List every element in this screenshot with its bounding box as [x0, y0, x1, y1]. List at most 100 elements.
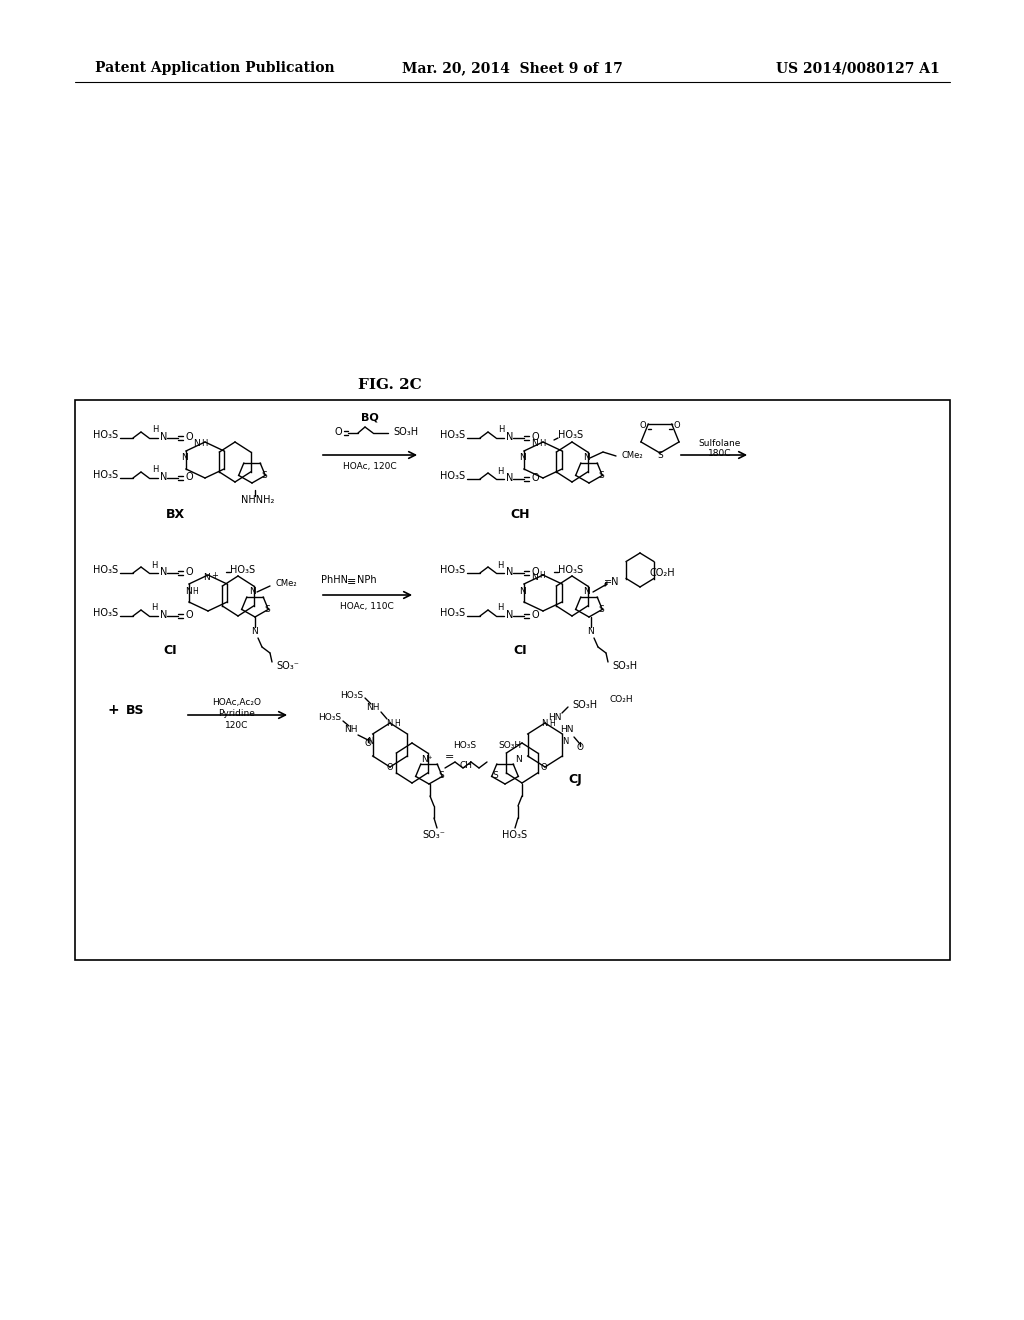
Text: H: H [498, 425, 504, 434]
Text: N: N [160, 473, 167, 482]
Text: N: N [584, 454, 591, 462]
Text: HOAc,Ac₂O: HOAc,Ac₂O [213, 698, 261, 708]
Text: HO₃S: HO₃S [440, 565, 465, 576]
Text: HO₃S: HO₃S [558, 430, 583, 440]
Text: S: S [657, 450, 663, 459]
Text: NHNH₂: NHNH₂ [242, 495, 274, 506]
Text: N: N [367, 738, 373, 747]
Text: O: O [532, 610, 540, 620]
Text: CMe₂: CMe₂ [276, 578, 298, 587]
Text: N: N [181, 454, 188, 462]
Text: O: O [186, 473, 194, 482]
Text: O: O [334, 426, 342, 437]
Text: HO₃S: HO₃S [93, 470, 118, 480]
Text: HO₃S: HO₃S [440, 471, 465, 480]
Text: S: S [438, 771, 443, 780]
Text: NH: NH [344, 725, 357, 734]
Text: O: O [674, 421, 680, 430]
Text: SO₃⁻: SO₃⁻ [276, 661, 299, 671]
Text: O: O [365, 739, 372, 748]
Text: N: N [193, 440, 200, 449]
Text: H: H [394, 718, 400, 727]
Text: HO₃S: HO₃S [340, 690, 364, 700]
Text: SO₃⁻: SO₃⁻ [423, 830, 445, 840]
Text: H: H [549, 718, 555, 727]
Text: HO₃S: HO₃S [93, 609, 118, 618]
Text: H: H [193, 586, 198, 595]
Text: O: O [186, 432, 194, 442]
Text: O: O [532, 568, 540, 577]
Text: N: N [204, 573, 210, 582]
Text: HO₃S: HO₃S [93, 565, 118, 576]
Text: PhHN: PhHN [321, 576, 348, 585]
Text: SO₃H: SO₃H [499, 741, 521, 750]
Text: H: H [539, 440, 545, 449]
Text: HO₃S: HO₃S [503, 830, 527, 840]
Text: S: S [264, 605, 270, 614]
Text: N: N [530, 573, 538, 582]
Text: 120C: 120C [225, 721, 249, 730]
Text: N: N [184, 586, 191, 595]
Text: =: = [445, 752, 455, 762]
Text: HO₃S: HO₃S [440, 430, 465, 440]
Text: O: O [532, 473, 540, 483]
Text: CJ: CJ [568, 774, 582, 787]
Text: N: N [530, 440, 538, 449]
Text: =N: =N [604, 577, 620, 587]
Text: N: N [506, 432, 513, 442]
Text: HO₃S: HO₃S [440, 609, 465, 618]
Text: H: H [152, 466, 158, 474]
Text: N: N [506, 473, 513, 483]
Text: N: N [519, 586, 526, 595]
Text: CMe₂: CMe₂ [622, 450, 644, 459]
Text: N: N [541, 719, 547, 729]
Text: H: H [152, 425, 158, 434]
Text: O: O [186, 610, 194, 620]
Text: CH: CH [510, 508, 529, 521]
Text: SO₃H: SO₃H [572, 700, 597, 710]
Text: H: H [151, 561, 158, 569]
Text: CI: CI [163, 644, 177, 656]
Text: HO₃S: HO₃S [93, 430, 118, 440]
Text: O: O [640, 421, 646, 430]
Text: CO₂H: CO₂H [650, 568, 676, 578]
Text: S: S [598, 605, 604, 614]
Text: O: O [577, 743, 584, 752]
Bar [75, 400, 950, 960]
Text: N: N [588, 627, 594, 636]
Text: Mar. 20, 2014  Sheet 9 of 17: Mar. 20, 2014 Sheet 9 of 17 [401, 61, 623, 75]
Text: CO₂H: CO₂H [610, 696, 634, 705]
Text: O: O [541, 763, 547, 772]
Text: H: H [201, 440, 207, 449]
Text: O: O [532, 432, 540, 442]
Text: S: S [493, 771, 498, 780]
Text: HO₃S: HO₃S [318, 714, 341, 722]
Text: BX: BX [166, 508, 184, 521]
Text: N: N [160, 432, 167, 442]
Text: HN: HN [560, 726, 573, 734]
Text: N: N [506, 568, 513, 577]
Text: FIG. 2C: FIG. 2C [358, 378, 422, 392]
Text: BS: BS [126, 704, 144, 717]
Text: SO₃H: SO₃H [612, 661, 637, 671]
Text: US 2014/0080127 A1: US 2014/0080127 A1 [776, 61, 940, 75]
Text: HO₃S: HO₃S [558, 565, 583, 576]
Text: H: H [497, 561, 503, 569]
Text: SO₃H: SO₃H [393, 426, 418, 437]
Text: O: O [387, 763, 393, 772]
Text: Patent Application Publication: Patent Application Publication [95, 61, 335, 75]
Text: HN: HN [548, 714, 562, 722]
Text: N: N [516, 755, 522, 763]
Text: N: N [386, 719, 392, 729]
Text: N: N [252, 627, 258, 636]
Text: H: H [539, 572, 545, 581]
Text: HOAc, 120C: HOAc, 120C [343, 462, 397, 470]
Text: +: + [212, 570, 218, 579]
Text: Pyridine: Pyridine [218, 710, 255, 718]
Text: N: N [562, 738, 568, 747]
Text: S: S [261, 470, 267, 479]
Text: +: + [108, 704, 119, 717]
Text: N: N [519, 454, 526, 462]
Text: N: N [506, 610, 513, 620]
Text: 180C: 180C [709, 450, 732, 458]
